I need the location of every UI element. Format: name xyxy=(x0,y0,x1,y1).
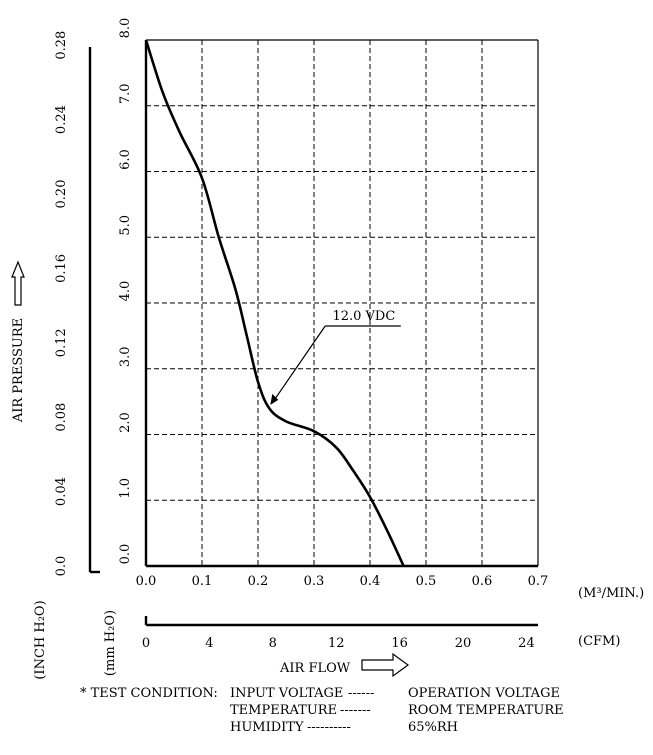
y-axis-label: AIR PRESSURE xyxy=(11,318,26,423)
condition-value: ROOM TEMPERATURE xyxy=(408,703,564,718)
x-tick-label: 0.2 xyxy=(248,574,269,589)
y-tick-label: 3.0 xyxy=(118,346,133,367)
series-line-12vdc xyxy=(144,39,405,567)
cfm-tick-label: 8 xyxy=(269,636,277,651)
plot-frame xyxy=(144,39,539,568)
y-tick-label: 1.0 xyxy=(118,478,133,499)
cfm-tick-label: 4 xyxy=(205,636,213,651)
inch-tick-label: 0.0 xyxy=(54,556,69,577)
cfm-axis: 0 4 8 12 16 20 24 xyxy=(142,616,538,651)
y-tick-label: 4.0 xyxy=(118,281,133,302)
x-tick-label: 0.0 xyxy=(136,574,157,589)
y-tick-label: 5.0 xyxy=(118,215,133,236)
condition-value: 65%RH xyxy=(408,720,459,735)
x-tick-label: 0.4 xyxy=(360,574,381,589)
condition-dashes: ------- xyxy=(340,703,371,718)
x-tick-label: 0.7 xyxy=(528,574,549,589)
condition-label: HUMIDITY xyxy=(230,720,304,735)
y-tick-label: 6.0 xyxy=(118,149,133,170)
x-tick-labels: 0.0 0.1 0.2 0.3 0.4 0.5 0.6 0.7 xyxy=(136,574,549,589)
y-tick-label: 7.0 xyxy=(118,83,133,104)
condition-label: TEMPERATURE xyxy=(230,703,338,718)
inch-tick-label: 0.16 xyxy=(54,254,69,283)
x-tick-label: 0.5 xyxy=(416,574,437,589)
callout-arrowhead xyxy=(270,393,279,405)
condition-dashes: ------ xyxy=(348,686,375,701)
x-unit-imperial: (CFM) xyxy=(578,634,620,649)
inch-tick-label: 0.20 xyxy=(54,180,69,209)
x-tick-label: 0.6 xyxy=(472,574,493,589)
cfm-tick-label: 16 xyxy=(391,636,408,651)
x-tick-label: 0.3 xyxy=(304,574,325,589)
cfm-tick-label: 0 xyxy=(142,636,150,651)
series-label-12vdc: 12.0 VDC xyxy=(332,309,395,324)
inch-tick-label: 0.12 xyxy=(54,328,69,357)
inch-tick-label: 0.28 xyxy=(54,31,69,60)
grid-lines xyxy=(146,40,538,566)
callout-leader xyxy=(273,325,326,401)
condition-label: INPUT VOLTAGE xyxy=(230,686,344,701)
condition-dashes: ---------- xyxy=(307,720,351,735)
inch-tick-label: 0.04 xyxy=(54,477,69,506)
y-unit-imperial: (INCH H₂O) xyxy=(33,600,48,679)
series-callout: 12.0 VDC xyxy=(270,309,401,405)
y-tick-label: 0.0 xyxy=(118,544,133,565)
cfm-tick-label: 24 xyxy=(518,636,535,651)
cfm-tick-label: 12 xyxy=(328,636,345,651)
inch-tick-label: 0.08 xyxy=(54,403,69,432)
y-tick-labels: 0.0 1.0 2.0 3.0 4.0 5.0 6.0 7.0 8.0 xyxy=(118,18,133,565)
x-tick-label: 0.1 xyxy=(192,574,213,589)
y-tick-label: 2.0 xyxy=(118,412,133,433)
y-tick-label: 8.0 xyxy=(118,18,133,39)
test-condition-prefix: * TEST CONDITION: xyxy=(80,686,218,701)
right-arrow-icon xyxy=(361,652,410,678)
inch-tick-label: 0.24 xyxy=(54,105,69,134)
x-unit-metric: (M³/MIN.) xyxy=(578,586,644,601)
x-axis-label: AIR FLOW xyxy=(279,661,351,676)
condition-value: OPERATION VOLTAGE xyxy=(408,686,560,701)
inch-axis: 0.0 0.04 0.08 0.12 0.16 0.20 0.24 0.28 xyxy=(54,31,100,577)
up-arrow-icon xyxy=(11,260,25,306)
cfm-tick-label: 20 xyxy=(455,636,472,651)
y-unit-metric: (mm H₂O) xyxy=(103,610,118,676)
